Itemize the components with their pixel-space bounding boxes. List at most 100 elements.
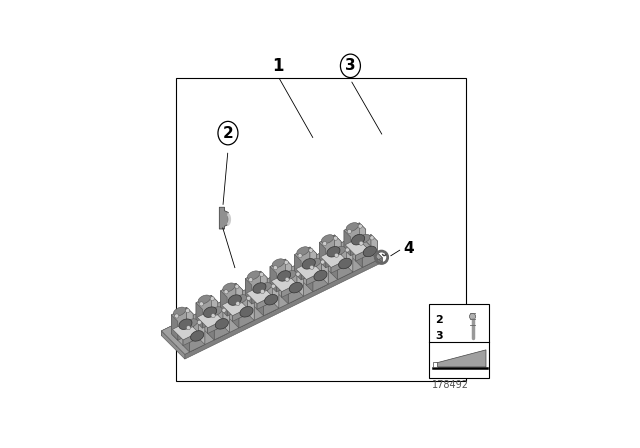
Ellipse shape xyxy=(218,121,238,145)
Circle shape xyxy=(370,236,374,240)
Ellipse shape xyxy=(351,234,365,245)
Circle shape xyxy=(249,278,253,282)
Polygon shape xyxy=(282,284,297,297)
Circle shape xyxy=(348,229,351,233)
Circle shape xyxy=(186,309,189,313)
Polygon shape xyxy=(227,290,243,316)
Polygon shape xyxy=(230,302,239,314)
Text: 2: 2 xyxy=(223,125,234,141)
Circle shape xyxy=(197,320,202,324)
Polygon shape xyxy=(316,278,325,290)
Polygon shape xyxy=(236,308,251,319)
Polygon shape xyxy=(260,271,267,297)
Polygon shape xyxy=(313,265,328,292)
Polygon shape xyxy=(307,266,313,292)
Polygon shape xyxy=(211,295,218,321)
Polygon shape xyxy=(199,308,215,319)
Ellipse shape xyxy=(289,282,303,293)
Circle shape xyxy=(359,241,363,245)
Ellipse shape xyxy=(240,306,253,317)
Polygon shape xyxy=(326,241,341,268)
Bar xyxy=(429,304,490,378)
Polygon shape xyxy=(356,235,378,249)
Polygon shape xyxy=(217,326,227,339)
Polygon shape xyxy=(232,295,248,321)
Polygon shape xyxy=(319,235,335,261)
Polygon shape xyxy=(232,302,239,328)
Polygon shape xyxy=(183,319,198,345)
Polygon shape xyxy=(280,278,289,291)
Polygon shape xyxy=(301,254,316,280)
Ellipse shape xyxy=(308,258,321,267)
Circle shape xyxy=(235,284,239,289)
Polygon shape xyxy=(285,259,292,284)
Polygon shape xyxy=(309,271,325,283)
Polygon shape xyxy=(298,260,314,271)
Polygon shape xyxy=(183,332,198,345)
Polygon shape xyxy=(433,362,437,367)
Text: 4: 4 xyxy=(404,241,414,256)
Polygon shape xyxy=(358,234,382,263)
Polygon shape xyxy=(288,277,303,304)
Ellipse shape xyxy=(179,319,192,329)
Polygon shape xyxy=(282,271,303,285)
Text: 178492: 178492 xyxy=(432,380,469,390)
Circle shape xyxy=(358,224,362,228)
Polygon shape xyxy=(221,283,236,310)
Ellipse shape xyxy=(340,54,360,78)
Polygon shape xyxy=(271,279,297,297)
Circle shape xyxy=(210,297,214,301)
Polygon shape xyxy=(246,286,273,304)
Polygon shape xyxy=(307,259,322,285)
Polygon shape xyxy=(222,303,248,321)
Polygon shape xyxy=(236,283,243,309)
Ellipse shape xyxy=(173,307,186,316)
Polygon shape xyxy=(270,267,276,292)
Polygon shape xyxy=(340,266,350,278)
Ellipse shape xyxy=(185,319,198,327)
Circle shape xyxy=(246,296,251,300)
Polygon shape xyxy=(161,234,358,336)
Polygon shape xyxy=(196,295,218,309)
Polygon shape xyxy=(319,242,326,268)
Polygon shape xyxy=(178,314,193,340)
Polygon shape xyxy=(221,291,227,316)
Polygon shape xyxy=(344,230,351,256)
Polygon shape xyxy=(264,289,279,316)
Polygon shape xyxy=(161,234,382,354)
Circle shape xyxy=(333,236,338,240)
Polygon shape xyxy=(355,234,382,259)
Circle shape xyxy=(273,266,278,270)
Ellipse shape xyxy=(264,294,278,305)
Polygon shape xyxy=(239,302,254,328)
Polygon shape xyxy=(223,296,239,307)
Polygon shape xyxy=(270,259,285,285)
Polygon shape xyxy=(359,223,365,248)
Circle shape xyxy=(310,265,314,269)
Polygon shape xyxy=(198,319,205,345)
Polygon shape xyxy=(185,258,382,359)
Polygon shape xyxy=(304,266,314,279)
Circle shape xyxy=(186,326,191,330)
Circle shape xyxy=(345,248,349,252)
Polygon shape xyxy=(193,338,202,351)
Polygon shape xyxy=(257,283,279,297)
Polygon shape xyxy=(331,247,353,261)
Polygon shape xyxy=(172,307,193,321)
Polygon shape xyxy=(196,303,202,328)
Ellipse shape xyxy=(215,319,228,329)
Polygon shape xyxy=(322,259,328,284)
Polygon shape xyxy=(187,307,193,333)
Polygon shape xyxy=(294,247,316,261)
Polygon shape xyxy=(335,235,341,260)
Polygon shape xyxy=(173,322,198,340)
Circle shape xyxy=(175,314,179,318)
Ellipse shape xyxy=(191,331,204,341)
Polygon shape xyxy=(161,331,185,359)
Ellipse shape xyxy=(297,247,309,255)
Ellipse shape xyxy=(333,246,346,255)
Circle shape xyxy=(321,260,324,264)
Polygon shape xyxy=(356,248,371,261)
Polygon shape xyxy=(346,247,353,272)
Ellipse shape xyxy=(272,259,284,267)
